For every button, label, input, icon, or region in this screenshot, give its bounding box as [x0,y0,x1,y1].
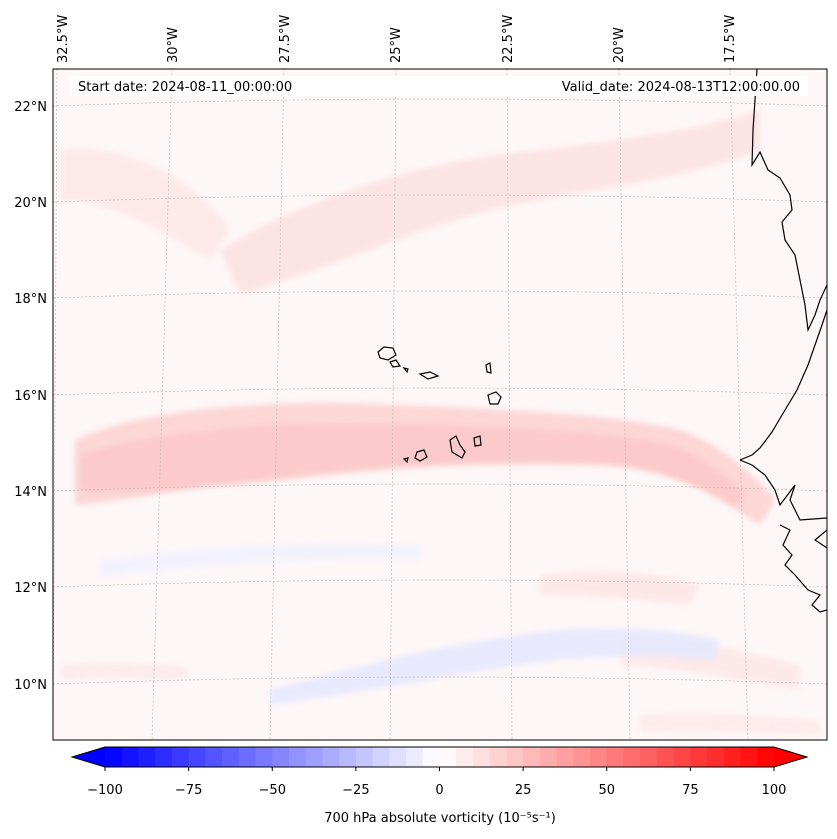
colorbar-segment [456,747,474,767]
colorbar-segment [406,747,424,767]
longitude-label: 17.5°W [723,15,738,63]
map-frame [52,68,828,741]
latitude-label: 22°N [14,100,47,115]
colorbar-segment [238,747,257,767]
longitude-label: 22.5°W [501,15,516,63]
latitude-label: 10°N [14,678,47,693]
vorticity-band-northwest [60,148,230,260]
colorbar-segment [640,747,658,767]
colorbar-segment [472,747,491,767]
colorbar-segment [355,747,374,767]
colorbar-tick-label: −25 [342,783,369,798]
longitude-label: 27.5°W [278,15,293,63]
longitude-labels: 32.5°W 30°W 27.5°W 25°W 22.5°W 20°W 17.5… [56,15,738,63]
colorbar-segment [339,747,357,767]
colorbar-tick-label: −100 [87,783,123,798]
latitude-label: 16°N [14,389,47,404]
colorbar-tick-label: 0 [435,783,443,798]
colorbar-segment [188,747,206,767]
colorbar-segment [121,747,140,767]
vorticity-band-negative-weak [100,543,420,578]
vorticity-band-bottom [640,713,820,735]
cape-verde-sao-vicente [389,359,402,368]
colorbar-segment [707,747,725,767]
cape-verde-boa-vista [487,391,502,405]
longitude-label: 25°W [389,27,404,63]
colorbar-segment [623,747,641,767]
latitude-label: 12°N [14,581,47,596]
colorbar-tick-label: −50 [259,783,286,798]
colorbar-segment [322,747,340,767]
latitude-label: 14°N [14,485,47,500]
colorbar-segment [590,747,608,767]
date-label-box: Start date: 2024-08-11_00:00:00 Valid_da… [70,76,808,96]
colorbar-segment [656,747,675,767]
colorbar-segment [606,747,625,767]
colorbar-segment [757,747,775,767]
longitude-label: 30°W [166,27,181,63]
cape-verde-sal [485,362,492,374]
cape-verde-sao-nicolau [418,371,440,380]
colorbar-segment [539,747,558,767]
colorbar: −100 −75 −50 −25 0 25 50 75 100 700 hPa absolute… [70,746,809,826]
vorticity-band-south [540,571,700,605]
vorticity-field [60,110,820,735]
cape-verde-maio [473,435,482,447]
colorbar-segment [523,747,541,767]
africa-coastline [739,69,827,613]
colorbar-segment [288,747,307,767]
date-label-background [70,76,808,96]
colorbar-segment [690,747,708,767]
colorbar-segment [272,747,290,767]
map-panel: Start date: 2024-08-11_00:00:00 Valid_da… [52,68,828,741]
colorbar-segment [556,747,574,767]
colorbar-segment [740,747,758,767]
vorticity-band-negative [270,628,720,705]
cape-verde-fogo [414,449,428,462]
valid-date-label: Valid_date: 2024-08-13T12:00:00.00 [562,80,800,95]
vorticity-band-main-core [80,423,745,505]
colorbar-tick-label: 25 [515,783,532,798]
vorticity-band-far-south [60,662,190,680]
cape-verde-santo-antao [377,346,397,361]
colorbar-segment [389,747,407,767]
colorbar-tick-label: 75 [682,783,699,798]
colorbar-extend-min [72,747,105,767]
colorbar-label: 700 hPa absolute vorticity (10⁻⁵s⁻¹) [324,811,556,826]
colorbar-segment [155,747,173,767]
colorbar-segment [422,747,441,767]
longitude-label: 32.5°W [56,15,71,63]
colorbar-segments [105,747,775,767]
colorbar-segment [255,747,273,767]
colorbar-ticks: −100 −75 −50 −25 0 25 50 75 100 [87,767,786,798]
colorbar-segment [439,747,457,767]
colorbar-segment [138,747,156,767]
colorbar-segment [506,747,524,767]
colorbar-segment [305,747,324,767]
vorticity-band-north [220,110,760,295]
colorbar-extend-max [774,747,807,767]
colorbar-segment [573,747,591,767]
latitude-labels: 22°N 20°N 18°N 16°N 14°N 12°N 10°N [14,100,47,693]
longitude-label: 20°W [612,27,627,63]
colorbar-segment [673,747,691,767]
colorbar-segment [372,747,390,767]
latitude-label: 18°N [14,292,47,307]
colorbar-tick-label: 100 [762,783,787,798]
colorbar-tick-label: −75 [175,783,202,798]
colorbar-segment [171,747,190,767]
colorbar-segment [222,747,240,767]
latitude-label: 20°N [14,196,47,211]
colorbar-tick-label: 50 [598,783,615,798]
colorbar-segment [105,747,123,767]
colorbar-segment [205,747,223,767]
colorbar-segment [723,747,742,767]
cape-verde-brava [402,457,409,464]
colorbar-segment [489,747,507,767]
coastlines [377,69,827,613]
cape-verde-santiago [449,435,466,459]
start-date-label: Start date: 2024-08-11_00:00:00 [78,80,292,95]
cape-verde-santa-luzia [402,367,409,374]
